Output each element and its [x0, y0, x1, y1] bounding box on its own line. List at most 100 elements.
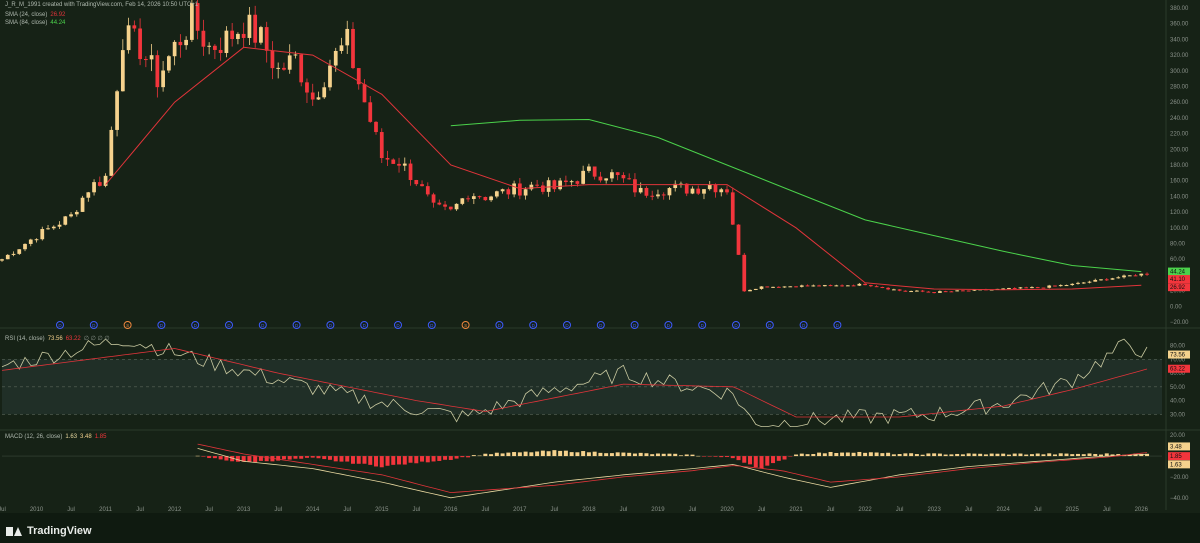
candle-body [287, 55, 292, 70]
macd-bar [287, 456, 292, 460]
dividend-marker-icon [495, 321, 504, 329]
candle-body [707, 184, 712, 190]
rsi-axis-tick: 40.00 [1170, 399, 1186, 405]
macd-bar [713, 456, 718, 457]
candle-body [293, 54, 298, 56]
dividend-marker-icon [664, 321, 673, 329]
candle-body [161, 70, 165, 88]
tradingview-brand[interactable]: TradingView [6, 525, 92, 537]
macd-bar [609, 453, 614, 457]
candle-body [650, 195, 655, 197]
rsi-legend: RSI (14, close) 73.56 63.22 ∅ ∅ ∅ ∅ [5, 336, 113, 343]
candle-body [1093, 279, 1098, 282]
dividend-marker-icon [258, 321, 267, 329]
macd-bar [857, 451, 862, 457]
candle-body [1041, 287, 1046, 289]
macd-bar [776, 456, 781, 461]
candle-body [863, 283, 867, 286]
candle-body [834, 285, 839, 287]
candle-body [0, 259, 4, 261]
candle-body [310, 92, 315, 100]
candle-body [69, 214, 73, 217]
candle-body [63, 216, 68, 225]
macd-bar [489, 454, 494, 457]
candle-body [155, 55, 160, 88]
candle-body [730, 192, 735, 225]
macd-bar [575, 452, 580, 457]
candle-body [466, 198, 470, 200]
macd-axis-tick: −40.00 [1170, 496, 1189, 502]
macd-bar [345, 456, 350, 462]
candle-body [1001, 288, 1006, 290]
candle-body [955, 290, 960, 292]
candle-body [97, 182, 102, 186]
candle-body [1127, 275, 1132, 277]
event-marker-label: D [667, 323, 671, 328]
candle-body [143, 59, 148, 61]
macd-bar [552, 450, 557, 457]
event-marker-label: D [599, 323, 603, 328]
macd-bar [995, 453, 1000, 457]
dividend-marker-icon [596, 321, 605, 329]
time-axis-label: 2014 [306, 507, 320, 513]
rsi-axis-tick: 30.00 [1170, 412, 1186, 418]
price-axis-tick: 120.00 [1170, 210, 1189, 216]
candle-body [5, 254, 10, 260]
candle-body [851, 285, 856, 287]
candle-body [840, 285, 844, 287]
sma24-legend: SMA (24, close) 26.92 [5, 12, 68, 19]
macd-bar [632, 453, 637, 457]
macd-bar [350, 456, 355, 464]
candle-body [86, 192, 91, 198]
candle-body [379, 132, 384, 159]
dividend-marker-icon [698, 321, 707, 329]
macd-bar [725, 456, 729, 458]
candle-body [51, 226, 56, 229]
candle-body [512, 183, 516, 195]
macd-bar [696, 455, 701, 457]
macd-bar [650, 454, 655, 457]
candle-body [1064, 285, 1069, 287]
macd-bar [748, 456, 753, 465]
macd-bar [224, 456, 229, 461]
candle-body [397, 163, 401, 166]
time-axis-label: 2023 [927, 507, 941, 513]
candle-body [414, 179, 419, 185]
candle-body [299, 54, 304, 83]
candle-body [74, 211, 79, 215]
macd-axis-tick: 20.00 [1170, 433, 1186, 439]
price-badge-last-bg [1168, 275, 1190, 284]
candle-body [236, 33, 240, 40]
macd-bar [391, 456, 396, 465]
macd-bar [241, 456, 246, 462]
candle-body [517, 183, 522, 196]
time-axis-label: 2015 [375, 507, 389, 513]
candle-body [184, 39, 188, 46]
price-badge-sma84-bg [1168, 267, 1190, 276]
event-marker-label: D [565, 323, 569, 328]
candle-body [259, 27, 263, 43]
candle-body [1058, 285, 1063, 287]
candle-body [420, 184, 424, 187]
candle-body [822, 285, 827, 287]
rsi-axis-tick: 50.00 [1170, 385, 1186, 391]
candle-body [765, 286, 770, 288]
candle-body [391, 159, 396, 164]
candle-body [431, 194, 436, 203]
macd-bar [466, 456, 471, 458]
macd-bar [615, 452, 620, 457]
candle-body [805, 285, 810, 287]
macd-bar [828, 451, 833, 457]
macd-bar [247, 456, 252, 462]
price-axis-tick: 320.00 [1170, 53, 1189, 59]
candle-body [425, 186, 430, 195]
macd-bar [339, 456, 344, 462]
macd-bar [1024, 454, 1029, 457]
price-badge-sma24-bg [1168, 283, 1190, 292]
macd-bar [742, 456, 747, 463]
macd-bar [333, 456, 338, 462]
macd-legend-label: MACD (12, 26, close) [5, 434, 63, 440]
time-axis-label: Jul [67, 507, 75, 513]
rsi-axis-tick: 60.00 [1170, 371, 1186, 377]
macd-bar [978, 453, 983, 457]
